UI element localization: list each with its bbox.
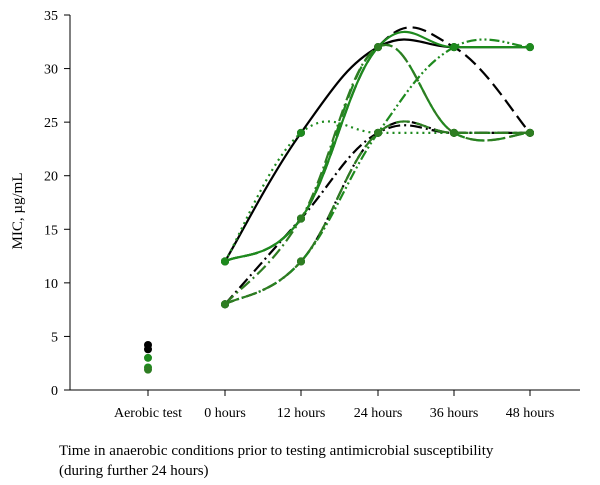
aerobic-point <box>144 353 152 362</box>
axes: 0 5 10 15 20 25 30 35 Aerobic test 0 hours 12 hour… <box>44 9 580 421</box>
data-points <box>144 43 534 374</box>
y-tick-label: 15 <box>44 223 58 238</box>
x-tick-label: 36 hours <box>430 406 479 421</box>
x-tick-label: Aerobic test <box>114 406 182 421</box>
data-point <box>221 300 229 309</box>
data-point <box>221 257 229 266</box>
y-tick-label: 25 <box>44 116 58 131</box>
data-point <box>526 128 534 137</box>
data-point <box>297 128 305 137</box>
series-line <box>224 43 531 306</box>
series-line <box>224 120 530 306</box>
data-point <box>450 43 458 52</box>
data-point <box>374 43 382 52</box>
y-tick-label: 10 <box>44 277 58 292</box>
y-tick-label: 20 <box>44 170 58 185</box>
y-tick-label: 0 <box>51 384 58 399</box>
x-tick-label: 24 hours <box>354 406 403 421</box>
data-point <box>526 43 534 52</box>
aerobic-point <box>144 345 152 354</box>
series-line <box>224 26 531 263</box>
data-point <box>297 257 305 266</box>
y-tick-label: 5 <box>51 330 58 345</box>
x-tick-label: 48 hours <box>506 406 555 421</box>
series-line <box>224 43 531 263</box>
x-tick-label: 12 hours <box>277 406 326 421</box>
aerobic-point <box>144 365 152 374</box>
x-axis-title-line-2: (during further 24 hours) <box>59 463 209 479</box>
data-point <box>450 128 458 137</box>
x-axis-title-line-1: Time in anaerobic conditions prior to te… <box>59 443 494 459</box>
series-lines <box>224 26 531 306</box>
series-line <box>224 120 530 262</box>
data-point <box>297 214 305 223</box>
y-tick-label: 30 <box>44 63 58 78</box>
x-tick-label: 0 hours <box>204 406 246 421</box>
x-axis-title: Time in anaerobic conditions prior to te… <box>59 441 599 481</box>
series-line <box>224 120 530 306</box>
series-line <box>224 38 531 306</box>
y-axis-title: MIC, µg/mL <box>10 173 26 250</box>
series-line <box>224 30 530 263</box>
data-point <box>374 128 382 137</box>
y-tick-label: 35 <box>44 9 58 24</box>
series-line <box>224 124 530 306</box>
